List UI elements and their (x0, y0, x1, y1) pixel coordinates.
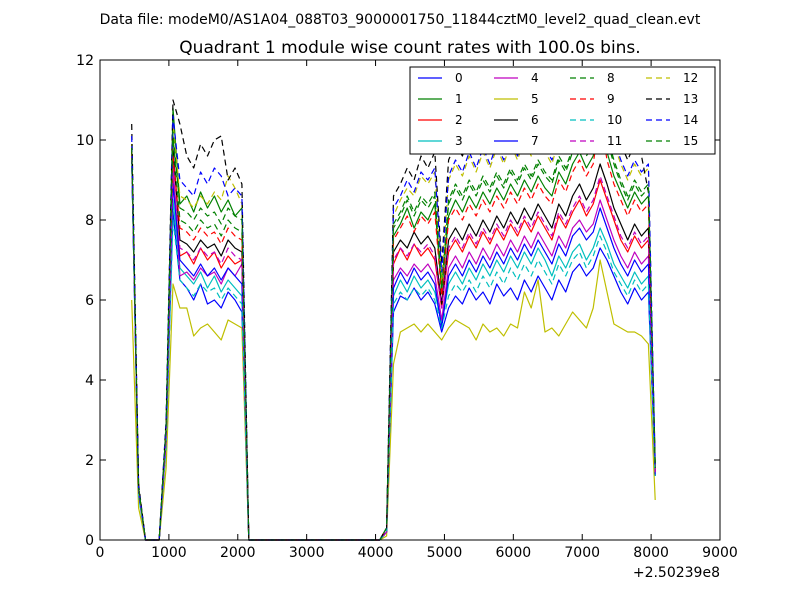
legend-label-2: 2 (455, 113, 463, 127)
x-tick-label: 9000 (702, 545, 738, 561)
legend-label-6: 6 (531, 113, 539, 127)
legend-label-12: 12 (683, 71, 698, 85)
x-tick-label: 0 (96, 545, 105, 561)
legend-label-5: 5 (531, 92, 539, 106)
x-tick-label: 4000 (358, 545, 394, 561)
legend-label-10: 10 (607, 113, 622, 127)
y-tick-label: 10 (76, 133, 94, 149)
x-tick-label: 5000 (427, 545, 463, 561)
legend-label-1: 1 (455, 92, 463, 106)
x-axis: 0 1000 2000 3000 4000 5000 6000 7000 8000 9000 (96, 60, 738, 561)
series-line-9 (131, 115, 656, 541)
legend-label-11: 11 (607, 134, 622, 148)
series-line-10 (131, 163, 656, 541)
y-tick-label: 0 (85, 533, 94, 549)
x-tick-label: 7000 (564, 545, 600, 561)
legend-label-13: 13 (683, 92, 698, 106)
series-line-15 (131, 107, 656, 541)
legend-label-8: 8 (607, 71, 615, 85)
series-line-11 (131, 155, 656, 541)
x-tick-label: 3000 (289, 545, 325, 561)
series-line-7 (131, 159, 656, 541)
legend-label-7: 7 (531, 134, 539, 148)
y-tick-label: 6 (85, 293, 94, 309)
series-line-4 (131, 155, 656, 541)
x-tick-label: 2000 (220, 545, 256, 561)
figure-suptitle: Data file: modeM0/AS1A04_088T03_90000017… (100, 12, 701, 28)
legend-label-9: 9 (607, 92, 615, 106)
x-tick-label: 8000 (633, 545, 669, 561)
legend-label-3: 3 (455, 134, 463, 148)
legend-label-14: 14 (683, 113, 698, 127)
series-line-13 (131, 67, 656, 541)
legend-box (409, 66, 716, 155)
legend-label-15: 15 (683, 134, 698, 148)
y-tick-label: 2 (85, 453, 94, 469)
series-line-5 (131, 259, 656, 541)
y-tick-label: 8 (85, 213, 94, 229)
chart-title: Quadrant 1 module wise count rates with … (179, 38, 640, 58)
legend-label-4: 4 (531, 71, 539, 85)
x-offset-label: +2.50239e8 (633, 565, 720, 581)
x-tick-label: 1000 (151, 545, 187, 561)
y-tick-label: 12 (76, 53, 94, 69)
y-tick-label: 4 (85, 373, 94, 389)
x-tick-label: 6000 (496, 545, 532, 561)
legend-label-0: 0 (455, 71, 463, 85)
